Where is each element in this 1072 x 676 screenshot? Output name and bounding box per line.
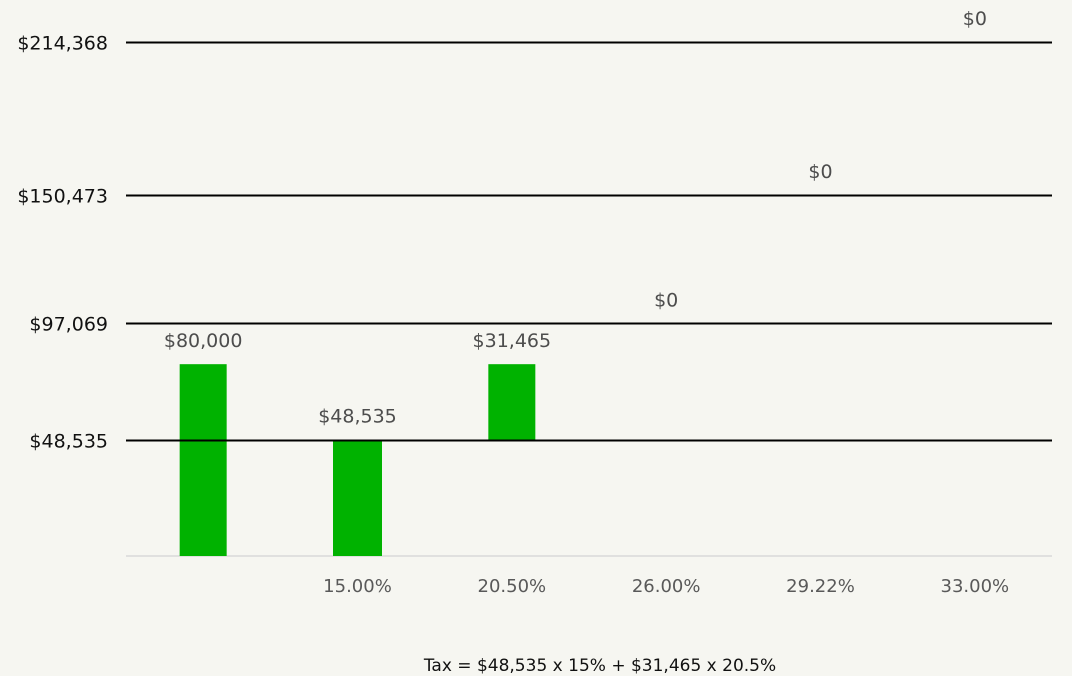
bar-value-label: $48,535 <box>318 406 397 428</box>
bar-value-label: $0 <box>963 8 987 30</box>
bar <box>488 364 536 440</box>
x-tick-label: 29.22% <box>786 576 855 597</box>
threshold-label: $97,069 <box>29 314 108 336</box>
x-tick-label: 33.00% <box>941 576 1010 597</box>
x-tick-label: 20.50% <box>478 576 547 597</box>
bar <box>333 439 382 556</box>
bar-value-label: $0 <box>808 161 832 183</box>
threshold-label: $214,368 <box>17 33 108 55</box>
bar <box>179 364 227 556</box>
x-tick-label: 26.00% <box>632 576 701 597</box>
threshold-label: $150,473 <box>17 186 108 208</box>
tax-formula-note: Tax = $48,535 x 15% + $31,465 x 20.5% <box>423 656 777 676</box>
bar-value-label: $80,000 <box>164 330 243 352</box>
bar-value-label: $0 <box>654 289 678 311</box>
x-tick-label: 15.00% <box>323 576 392 597</box>
threshold-label: $48,535 <box>29 431 108 453</box>
bar-value-label: $31,465 <box>473 330 552 352</box>
